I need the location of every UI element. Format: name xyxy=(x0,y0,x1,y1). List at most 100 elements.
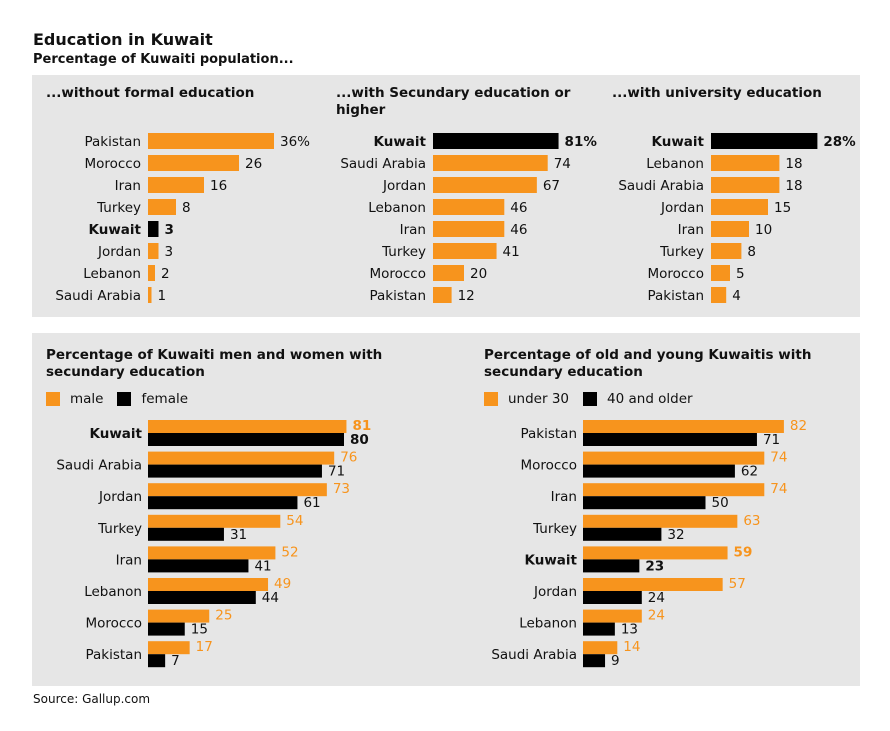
bar-male-c3-saudi-arabia xyxy=(148,451,335,465)
bar-c0-pakistan xyxy=(148,133,274,149)
category-label-c2-saudi-arabia: Saudi Arabia xyxy=(618,178,704,194)
value-label-female-c3-lebanon: 44 xyxy=(262,590,279,606)
value-label-40-and-older-c4-jordan: 24 xyxy=(648,590,665,606)
value-label-under-30-c4-pakistan: 82 xyxy=(790,418,807,434)
value-label-c1-turkey: 41 xyxy=(503,244,520,260)
value-label-c2-saudi-arabia: 18 xyxy=(785,178,802,194)
legend-label-40-older: 40 and older xyxy=(607,391,693,407)
bar-male-c3-pakistan xyxy=(148,641,190,655)
bar-under-30-c4-iran xyxy=(583,483,765,497)
bar-male-c3-jordan xyxy=(148,483,327,497)
value-label-female-c3-turkey: 31 xyxy=(230,527,247,543)
value-label-under-30-c4-morocco: 74 xyxy=(770,450,787,466)
category-label-c1-morocco: Morocco xyxy=(369,266,426,282)
category-label-c1-pakistan: Pakistan xyxy=(369,288,426,304)
value-label-40-and-older-c4-morocco: 62 xyxy=(741,464,758,480)
value-label-40-and-older-c4-saudi-arabia: 9 xyxy=(611,653,620,669)
bar-c2-kuwait xyxy=(711,133,818,149)
category-label-c2-jordan: Jordan xyxy=(660,200,704,216)
value-label-c1-saudi-arabia: 74 xyxy=(554,156,571,172)
value-label-female-c3-kuwait: 80 xyxy=(350,432,369,448)
category-label-c3-kuwait: Kuwait xyxy=(90,426,143,442)
bar-male-c3-turkey xyxy=(148,514,281,528)
legend-age: under 30 40 and older xyxy=(484,391,707,407)
bar-under-30-c4-pakistan xyxy=(583,420,784,433)
legend-swatch-under-30 xyxy=(484,392,498,406)
bar-c1-jordan xyxy=(433,177,537,193)
value-label-female-c3-pakistan: 7 xyxy=(171,653,180,669)
bar-c1-turkey xyxy=(433,243,497,259)
bar-male-c3-iran xyxy=(148,546,276,560)
category-label-c0-kuwait: Kuwait xyxy=(89,222,142,238)
legend-label-under-30: under 30 xyxy=(508,391,570,407)
value-label-male-c3-jordan: 73 xyxy=(333,481,350,497)
value-label-male-c3-pakistan: 17 xyxy=(196,639,213,655)
chart-title-no-formal: ...without formal education xyxy=(46,85,255,101)
legend-gender: male female xyxy=(46,391,202,407)
bar-under-30-c4-kuwait xyxy=(583,546,728,560)
value-label-c0-turkey: 8 xyxy=(182,200,191,216)
category-label-c1-saudi-arabia: Saudi Arabia xyxy=(340,156,426,172)
bar-male-c3-lebanon xyxy=(148,578,269,591)
value-label-under-30-c4-kuwait: 59 xyxy=(734,544,753,560)
value-label-c1-morocco: 20 xyxy=(470,266,487,282)
value-label-40-and-older-c4-kuwait: 23 xyxy=(645,558,664,574)
bar-c0-iran xyxy=(148,177,204,193)
bar-under-30-c4-saudi-arabia xyxy=(583,641,618,655)
value-label-c0-pakistan: 36% xyxy=(280,134,310,150)
category-label-c2-turkey: Turkey xyxy=(659,244,704,260)
bar-40-and-older-c4-jordan xyxy=(583,591,642,604)
bar-c2-saudi-arabia xyxy=(711,177,780,193)
category-label-c2-iran: Iran xyxy=(678,222,704,238)
category-label-c4-morocco: Morocco xyxy=(520,458,577,474)
bar-female-c3-lebanon xyxy=(148,591,256,604)
value-label-c0-kuwait: 3 xyxy=(165,222,174,238)
value-label-c2-turkey: 8 xyxy=(747,244,756,260)
legend-label-male: male xyxy=(70,391,104,407)
bar-c2-turkey xyxy=(711,243,742,259)
value-label-40-and-older-c4-pakistan: 71 xyxy=(763,432,780,448)
page-title: Education in Kuwait xyxy=(33,30,213,49)
bar-female-c3-kuwait xyxy=(148,433,344,446)
category-label-c4-iran: Iran xyxy=(551,489,577,505)
chart-title-university: ...with university education xyxy=(612,85,822,101)
category-label-c1-lebanon: Lebanon xyxy=(368,200,426,216)
value-label-under-30-c4-iran: 74 xyxy=(770,481,787,497)
value-label-40-and-older-c4-iran: 50 xyxy=(712,495,729,511)
value-label-c0-iran: 16 xyxy=(210,178,227,194)
category-label-c0-jordan: Jordan xyxy=(97,244,141,260)
bar-c1-morocco xyxy=(433,265,464,281)
category-label-c3-saudi-arabia: Saudi Arabia xyxy=(56,458,142,474)
category-label-c3-pakistan: Pakistan xyxy=(85,647,142,663)
category-label-c4-saudi-arabia: Saudi Arabia xyxy=(491,647,577,663)
category-label-c3-lebanon: Lebanon xyxy=(84,584,142,600)
value-label-c2-lebanon: 18 xyxy=(785,156,802,172)
bar-40-and-older-c4-pakistan xyxy=(583,433,757,446)
source-note: Source: Gallup.com xyxy=(33,692,151,706)
bar-c0-saudi-arabia xyxy=(148,287,152,303)
category-label-c1-kuwait: Kuwait xyxy=(374,134,427,150)
bar-c1-iran xyxy=(433,221,505,237)
value-label-female-c3-saudi-arabia: 71 xyxy=(328,464,345,480)
bar-female-c3-jordan xyxy=(148,496,298,510)
bar-female-c3-turkey xyxy=(148,527,224,541)
category-label-c4-turkey: Turkey xyxy=(532,521,577,537)
category-label-c2-lebanon: Lebanon xyxy=(646,156,704,172)
bar-under-30-c4-lebanon xyxy=(583,609,642,623)
value-label-c1-lebanon: 46 xyxy=(510,200,527,216)
bar-c0-turkey xyxy=(148,199,176,215)
bar-c2-pakistan xyxy=(711,287,727,303)
bar-c0-morocco xyxy=(148,155,239,171)
category-label-c1-jordan: Jordan xyxy=(382,178,426,194)
category-label-c2-pakistan: Pakistan xyxy=(647,288,704,304)
bar-male-c3-kuwait xyxy=(148,420,347,433)
bar-under-30-c4-morocco xyxy=(583,451,765,465)
category-label-c1-iran: Iran xyxy=(400,222,426,238)
value-label-male-c3-kuwait: 81 xyxy=(352,418,371,434)
value-label-c2-kuwait: 28% xyxy=(823,134,856,150)
bar-under-30-c4-jordan xyxy=(583,578,723,591)
value-label-40-and-older-c4-turkey: 32 xyxy=(667,527,684,543)
value-label-female-c3-iran: 41 xyxy=(254,558,271,574)
bar-c1-kuwait xyxy=(433,133,559,149)
